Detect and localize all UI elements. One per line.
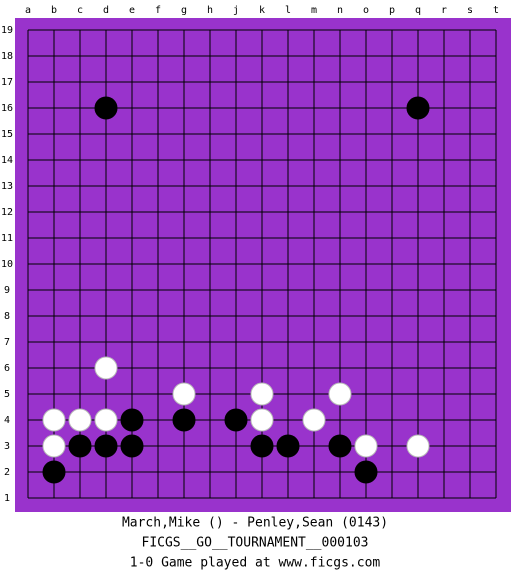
black-stone bbox=[224, 408, 248, 432]
row-label: 6 bbox=[4, 363, 10, 374]
row-label: 2 bbox=[4, 467, 10, 478]
row-label: 13 bbox=[1, 181, 13, 192]
column-label: n bbox=[337, 5, 343, 16]
column-label: f bbox=[155, 5, 161, 16]
white-stone bbox=[250, 408, 274, 432]
black-stone bbox=[276, 434, 300, 458]
labels: a b c d e f g h j k l m n o p q r s t191817161514131211109… bbox=[1, 5, 499, 504]
row-label: 16 bbox=[1, 103, 13, 114]
black-stone bbox=[328, 434, 352, 458]
row-label: 5 bbox=[4, 389, 10, 400]
column-label: k bbox=[259, 5, 265, 16]
row-label: 4 bbox=[4, 415, 10, 426]
column-label: q bbox=[415, 5, 421, 16]
row-label: 15 bbox=[1, 129, 13, 140]
result: 1-0 Game played at www.ficgs.com bbox=[130, 556, 381, 571]
row-label: 3 bbox=[4, 441, 10, 452]
row-label: 9 bbox=[4, 285, 10, 296]
black-stone bbox=[120, 408, 144, 432]
column-label: p bbox=[389, 5, 395, 16]
row-label: 12 bbox=[1, 207, 13, 218]
column-label: a bbox=[25, 5, 31, 16]
black-stone bbox=[120, 434, 144, 458]
black-stone bbox=[354, 460, 378, 484]
row-label: 10 bbox=[1, 259, 13, 270]
white-stone bbox=[354, 434, 378, 458]
white-stone bbox=[172, 382, 196, 406]
row-label: 19 bbox=[1, 25, 13, 36]
column-label: r bbox=[441, 5, 447, 16]
column-label: j bbox=[233, 5, 239, 16]
white-stone bbox=[42, 434, 66, 458]
row-label: 1 bbox=[4, 493, 10, 504]
white-stone bbox=[94, 356, 118, 380]
column-label: c bbox=[77, 5, 83, 16]
row-label: 7 bbox=[4, 337, 10, 348]
black-stone bbox=[250, 434, 274, 458]
column-label: o bbox=[363, 5, 369, 16]
column-label: d bbox=[103, 5, 109, 16]
white-stone bbox=[250, 382, 274, 406]
white-stone bbox=[42, 408, 66, 432]
black-stone bbox=[68, 434, 92, 458]
players: March,Mike () - Penley,Sean (0143) bbox=[122, 516, 388, 531]
column-label: b bbox=[51, 5, 57, 16]
column-label: s bbox=[467, 5, 473, 16]
column-label: h bbox=[207, 5, 213, 16]
stones bbox=[42, 96, 430, 484]
white-stone bbox=[328, 382, 352, 406]
row-label: 18 bbox=[1, 51, 13, 62]
white-stone bbox=[68, 408, 92, 432]
white-stone bbox=[406, 434, 430, 458]
row-label: 11 bbox=[1, 233, 13, 244]
white-stone bbox=[94, 408, 118, 432]
black-stone bbox=[94, 434, 118, 458]
column-label: m bbox=[311, 5, 317, 16]
tournament: FICGS__GO__TOURNAMENT__000103 bbox=[142, 536, 369, 551]
column-label: l bbox=[285, 5, 291, 16]
column-label: g bbox=[181, 5, 187, 16]
column-label: e bbox=[129, 5, 135, 16]
black-stone bbox=[172, 408, 196, 432]
black-stone bbox=[94, 96, 118, 120]
row-label: 17 bbox=[1, 77, 13, 88]
black-stone bbox=[406, 96, 430, 120]
column-label: t bbox=[493, 5, 499, 16]
row-label: 14 bbox=[1, 155, 13, 166]
row-label: 8 bbox=[4, 311, 10, 322]
black-stone bbox=[42, 460, 66, 484]
white-stone bbox=[302, 408, 326, 432]
